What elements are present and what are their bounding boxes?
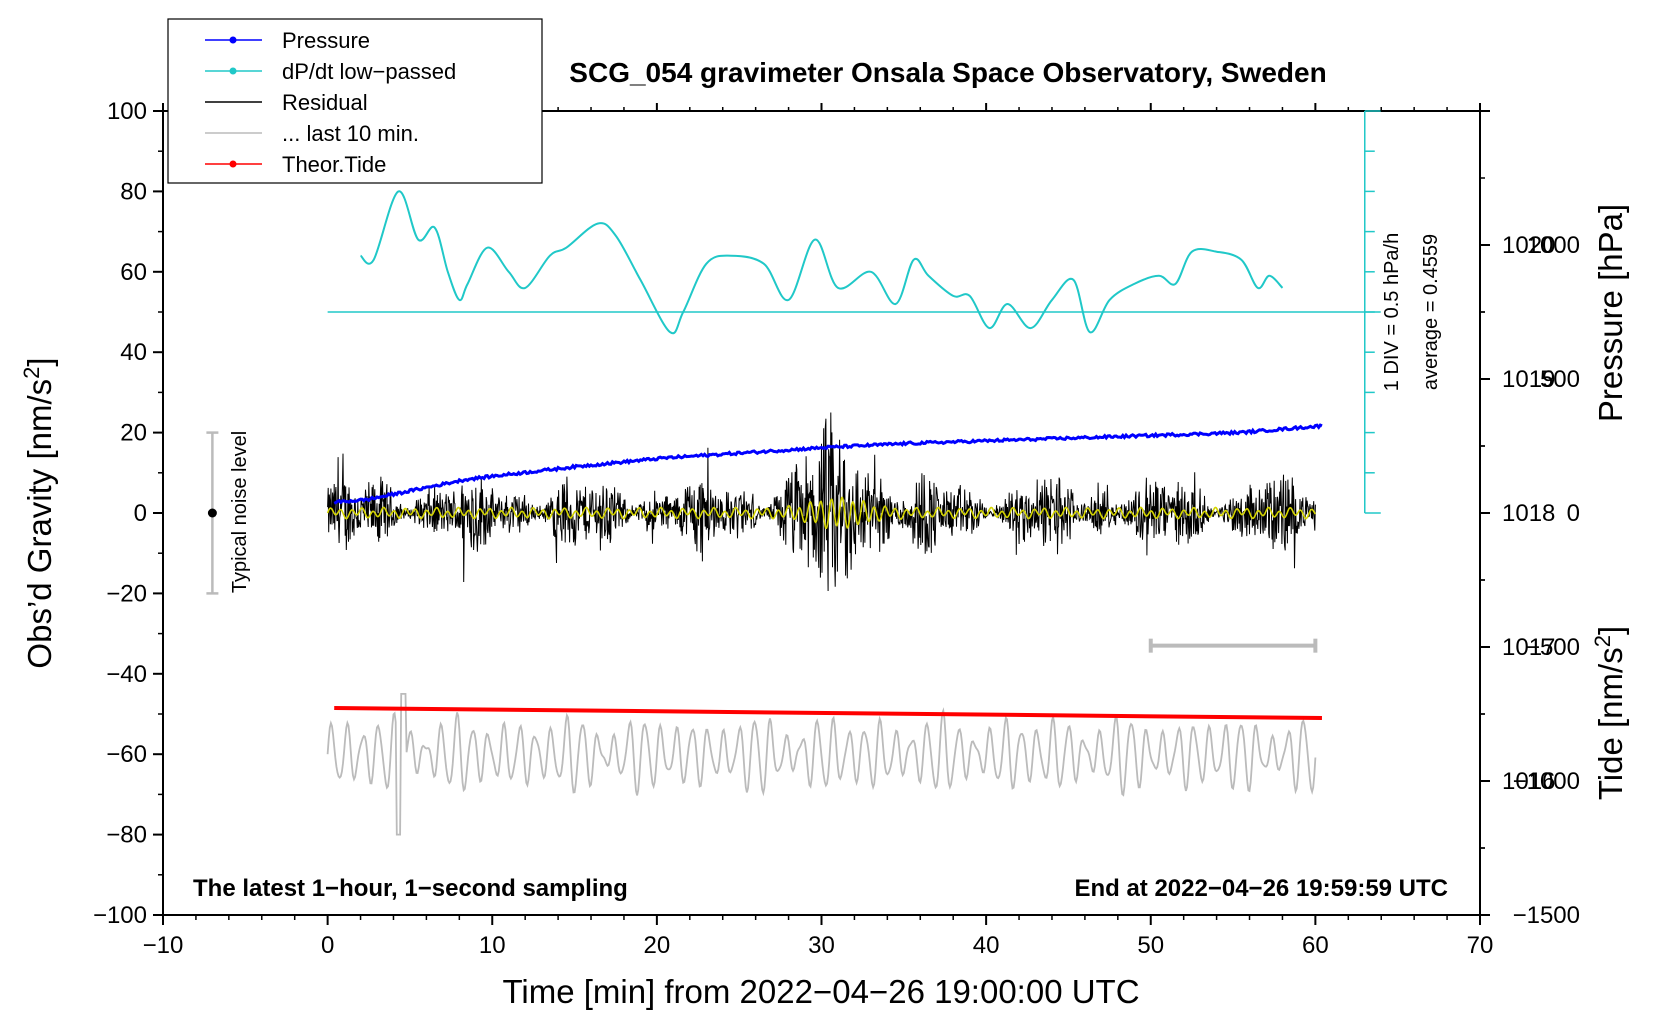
- dpdt-average-label: average = 0.4559: [1420, 234, 1442, 390]
- y-axis-left-label-end: ]: [21, 357, 58, 366]
- dpdt-scale-bar: [1364, 110, 1381, 514]
- legend-marker: [229, 160, 237, 168]
- noise-label: Typical noise level: [229, 431, 251, 593]
- noise-bar-center: [207, 508, 217, 518]
- tide-tick-label: 500: [1540, 366, 1580, 393]
- y-axis-tide-label-end: ]: [1592, 626, 1629, 635]
- legend-box: [167, 18, 543, 184]
- x-axis: −10 0 10 20 30 40 50 60 70: [143, 103, 1494, 959]
- pressure-line: [333, 423, 1323, 505]
- x-tick-label: 10: [479, 932, 506, 959]
- tide-tick-label: −1000: [1513, 768, 1580, 795]
- legend: Pressure dP/dt low−passed Residual ... last…: [167, 18, 543, 184]
- y-tick-label: 0: [134, 500, 147, 527]
- chart-title: SCG_054 gravimeter Onsala Space Observat…: [569, 57, 1326, 88]
- pressure-tick-label: 1016: [1502, 768, 1555, 795]
- residual-lowpass-line: [326, 496, 1317, 529]
- legend-label: dP/dt low−passed: [282, 59, 456, 84]
- pressure-tick-label: 1018: [1502, 500, 1555, 527]
- pressure-tick-label: 1019: [1502, 366, 1555, 393]
- x-tick-label: 30: [808, 932, 835, 959]
- x-tick-label: 20: [644, 932, 671, 959]
- y-axis-left-label-main: Obs’d Gravity [nm/s: [21, 379, 58, 669]
- residual-line: [327, 412, 1316, 592]
- tide-tick-label: 1000: [1527, 232, 1580, 259]
- y-tick-label: −40: [106, 661, 147, 688]
- last10-series: [326, 693, 1317, 836]
- x-tick-label: −10: [143, 932, 184, 959]
- x-axis-label: Time [min] from 2022−04−26 19:00:00 UTC: [502, 973, 1139, 1010]
- pressure-tick-label: 1017: [1502, 634, 1555, 661]
- dpdt-scale-label: 1 DIV = 0.5 hPa/h: [1381, 233, 1403, 391]
- tide-line: [334, 705, 1322, 721]
- pressure-series: [333, 423, 1323, 505]
- legend-label: Pressure: [282, 28, 370, 53]
- y-tick-label: −100: [93, 902, 147, 929]
- y-tick-label: 40: [120, 339, 147, 366]
- tide-series: [334, 705, 1322, 721]
- residual-lowpass-series: [326, 496, 1317, 529]
- legend-label: ... last 10 min.: [282, 121, 419, 146]
- y-axis-tide: −1500 −1000 −500 0 500 1000: [1480, 232, 1580, 929]
- y-tick-label: 80: [120, 178, 147, 205]
- annotation-bottom-right: End at 2022−04−26 19:59:59 UTC: [1074, 875, 1448, 902]
- y-tick-label: 60: [120, 259, 147, 286]
- tide-tick-label: 0: [1567, 500, 1580, 527]
- last10-line: [326, 693, 1317, 836]
- tide-tick-label: −1500: [1513, 902, 1580, 929]
- legend-label: Residual: [282, 90, 368, 115]
- x-tick-label: 50: [1137, 932, 1164, 959]
- noise-bar: [206, 431, 219, 595]
- y-axis-left-label: Obs’d Gravity [nm/s2]: [19, 357, 58, 668]
- dpdt-series: [359, 190, 1284, 335]
- y-axis-tide-label-main: Tide [nm/s: [1592, 647, 1629, 800]
- annotation-bottom-left: The latest 1−hour, 1−second sampling: [193, 875, 628, 902]
- dpdt-line: [359, 190, 1284, 335]
- y-axis-tide-label: Tide [nm/s2]: [1590, 626, 1629, 800]
- y-axis-tide-label-sup: 2: [1590, 635, 1615, 647]
- y-tick-label: −60: [106, 741, 147, 768]
- y-tick-label: −20: [106, 580, 147, 607]
- y-tick-label: −80: [106, 822, 147, 849]
- legend-marker: [229, 67, 237, 75]
- x-tick-label: 70: [1467, 932, 1494, 959]
- residual-series: [327, 412, 1316, 592]
- x-tick-label: 40: [973, 932, 1000, 959]
- legend-label: Theor.Tide: [282, 152, 386, 177]
- y-tick-label: 20: [120, 420, 147, 447]
- last10-bar: [1148, 638, 1318, 653]
- y-tick-label: 100: [107, 98, 147, 125]
- y-axis-left: −100 −80 −60 −40 −20 0 20 40 60 80 100: [93, 98, 163, 929]
- x-tick-label: 0: [321, 932, 334, 959]
- x-tick-label: 60: [1302, 932, 1329, 959]
- tide-tick-label: −500: [1526, 634, 1580, 661]
- legend-marker: [229, 36, 237, 44]
- y-axis-left-label-sup: 2: [19, 367, 44, 379]
- y-axis-pressure: 1016 1017 1018 1019 1020: [1480, 110, 1555, 849]
- y-axis-pressure-label: Pressure [hPa]: [1592, 204, 1629, 422]
- legend-items: Pressure dP/dt low−passed Residual ... last…: [205, 28, 456, 177]
- pressure-tick-label: 1020: [1502, 232, 1555, 259]
